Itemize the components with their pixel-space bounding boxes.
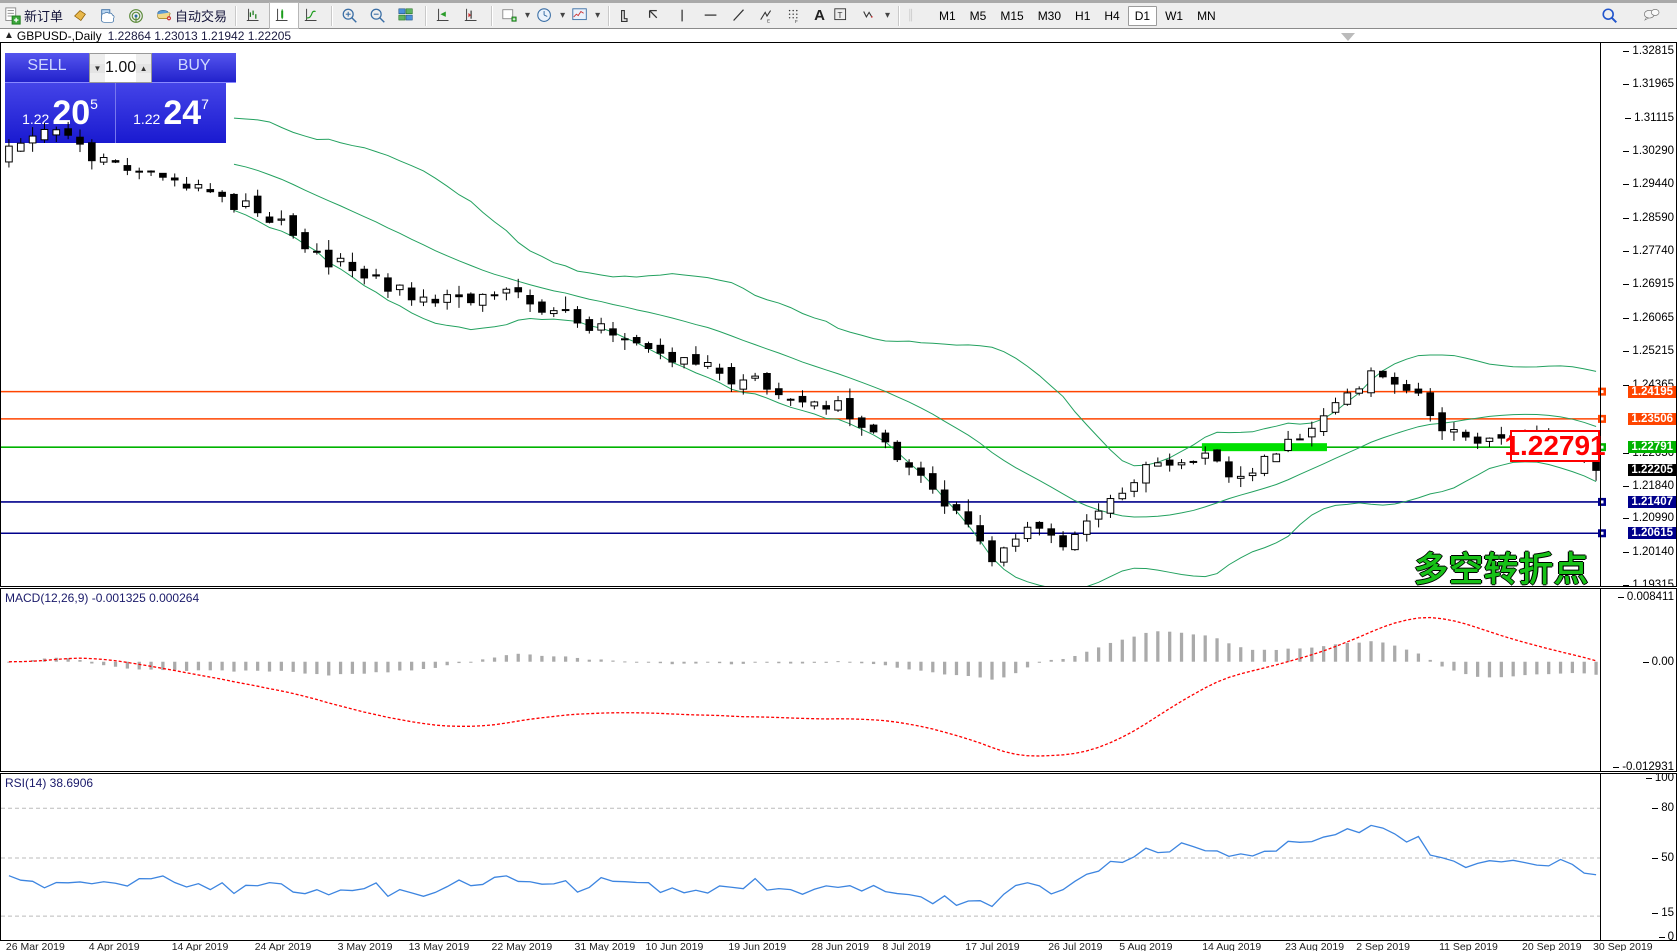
svg-text:E: E: [767, 18, 770, 23]
svg-text:T: T: [837, 10, 842, 19]
svg-text:F: F: [795, 19, 798, 24]
